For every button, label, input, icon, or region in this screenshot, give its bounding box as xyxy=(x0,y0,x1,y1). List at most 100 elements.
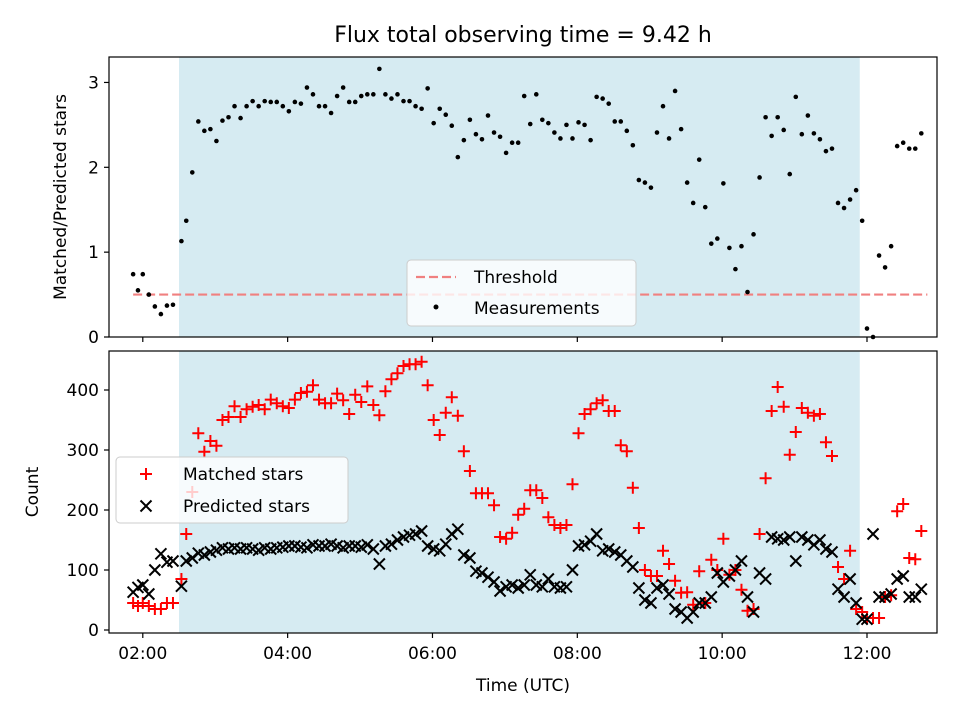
bottom-series-1-point xyxy=(831,582,845,596)
bottom-xtick-label: 10:00 xyxy=(698,644,747,664)
bottom-series-1-point xyxy=(524,568,537,582)
bottom-series-0-point xyxy=(216,414,229,426)
bottom-series-1-point xyxy=(166,554,180,568)
bottom-series-0-point xyxy=(500,532,513,545)
top-series-0-point xyxy=(829,146,835,151)
top-series-0-point xyxy=(859,218,865,224)
bottom-series-1-point xyxy=(747,605,760,619)
bottom-series-0-point xyxy=(844,544,857,557)
top-series-0-point xyxy=(183,218,189,224)
top-series-0-point xyxy=(238,115,243,121)
bottom-series-0-point xyxy=(578,408,591,420)
legend-predicted-label: Predicted stars xyxy=(183,497,310,517)
bottom-series-0-point xyxy=(240,403,253,416)
bottom-series-1-point xyxy=(686,605,700,619)
top-series-0-point xyxy=(244,103,249,109)
top-series-0-point xyxy=(666,136,672,141)
top-series-0-point xyxy=(413,103,418,109)
top-series-0-point xyxy=(696,157,702,162)
bottom-series-0-point xyxy=(518,502,531,515)
bottom-series-0-point xyxy=(481,487,494,500)
top-ytick-label: 0 xyxy=(88,328,99,348)
top-series-0-point xyxy=(702,204,708,210)
bottom-series-1-point xyxy=(819,542,833,556)
top-series-0-point xyxy=(449,123,455,129)
top-series-0-point xyxy=(401,98,406,104)
top-series-0-point xyxy=(371,92,376,97)
bottom-series-1-point xyxy=(632,581,646,595)
bottom-series-0-point xyxy=(669,574,682,587)
top-series-0-point xyxy=(146,292,152,297)
bottom-series-0-point xyxy=(391,367,404,380)
top-series-0-point xyxy=(630,142,636,148)
top-series-0-point xyxy=(292,99,298,105)
top-series-0-point xyxy=(684,180,690,185)
top-series-0-point xyxy=(170,302,176,308)
top-series-0-point xyxy=(540,117,545,123)
bottom-series-1-point xyxy=(511,581,525,595)
bottom-series-1-point xyxy=(487,575,501,589)
top-ytick-label: 2 xyxy=(88,158,99,178)
bottom-series-0-point xyxy=(433,429,446,441)
bottom-xtick-label: 12:00 xyxy=(842,644,891,664)
bottom-series-0-point xyxy=(873,612,886,624)
bottom-series-0-point xyxy=(663,558,676,570)
bottom-series-0-point xyxy=(560,519,573,531)
bottom-series-1-point xyxy=(783,530,796,544)
bottom-series-1-point xyxy=(843,572,857,586)
bottom-series-0-point xyxy=(657,544,670,557)
top-series-0-point xyxy=(888,243,894,249)
top-series-0-point xyxy=(202,128,207,134)
bottom-series-0-point xyxy=(506,526,519,539)
bottom-series-0-point xyxy=(765,405,778,417)
top-series-0-point xyxy=(618,119,624,124)
top-series-0-point xyxy=(152,304,158,309)
bottom-series-0-point xyxy=(300,385,313,398)
top-series-0-point xyxy=(322,103,328,109)
bottom-legend: Matched stars Predicted stars xyxy=(115,456,349,524)
top-series-0-point xyxy=(787,171,793,177)
bottom-series-1-point xyxy=(890,572,904,586)
top-series-0-point xyxy=(280,103,286,109)
top-panel: 0 1 2 3 Matched/Predicted stars Threshold Meas… xyxy=(51,56,938,348)
top-legend: Threshold Measurements xyxy=(406,259,637,327)
bottom-series-1-point xyxy=(608,545,621,559)
top-series-0-point xyxy=(876,253,882,258)
bottom-series-1-point xyxy=(409,527,422,541)
top-series-0-point xyxy=(564,122,569,128)
top-series-0-point xyxy=(437,106,443,112)
top-series-0-point xyxy=(678,126,684,132)
bottom-series-1-point xyxy=(729,563,742,577)
bottom-series-1-point xyxy=(915,582,928,596)
bottom-series-1-point xyxy=(542,572,555,586)
top-series-0-point xyxy=(763,114,768,120)
bottom-series-0-point xyxy=(166,597,179,609)
top-series-0-point xyxy=(364,92,370,97)
bottom-xtick-label: 02:00 xyxy=(118,644,167,664)
top-series-0-point xyxy=(727,245,732,251)
top-series-0-point xyxy=(158,311,164,317)
top-series-0-point xyxy=(781,127,787,133)
bottom-series-0-point xyxy=(554,522,567,534)
bottom-series-1-point xyxy=(705,590,718,604)
bottom-series-1-point xyxy=(813,533,827,547)
bottom-series-1-point xyxy=(175,579,188,593)
bottom-series-0-point xyxy=(735,583,748,596)
top-series-0-point xyxy=(582,122,587,128)
bottom-series-0-point xyxy=(136,597,149,609)
bottom-series-0-point xyxy=(783,448,796,461)
bottom-series-0-point xyxy=(903,552,916,564)
bottom-series-1-point xyxy=(578,538,591,552)
top-series-0-point xyxy=(268,99,274,105)
top-series-0-point xyxy=(775,114,780,120)
top-series-0-point xyxy=(606,101,611,106)
top-series-0-point xyxy=(395,92,400,97)
top-series-0-point xyxy=(715,236,720,241)
bottom-series-0-point xyxy=(909,553,922,566)
top-series-0-point xyxy=(690,200,696,206)
top-series-0-point xyxy=(443,112,449,117)
bottom-series-1-point xyxy=(517,578,531,592)
bottom-series-0-point xyxy=(175,573,188,585)
top-series-0-point xyxy=(485,113,491,118)
top-series-0-point xyxy=(805,113,811,118)
